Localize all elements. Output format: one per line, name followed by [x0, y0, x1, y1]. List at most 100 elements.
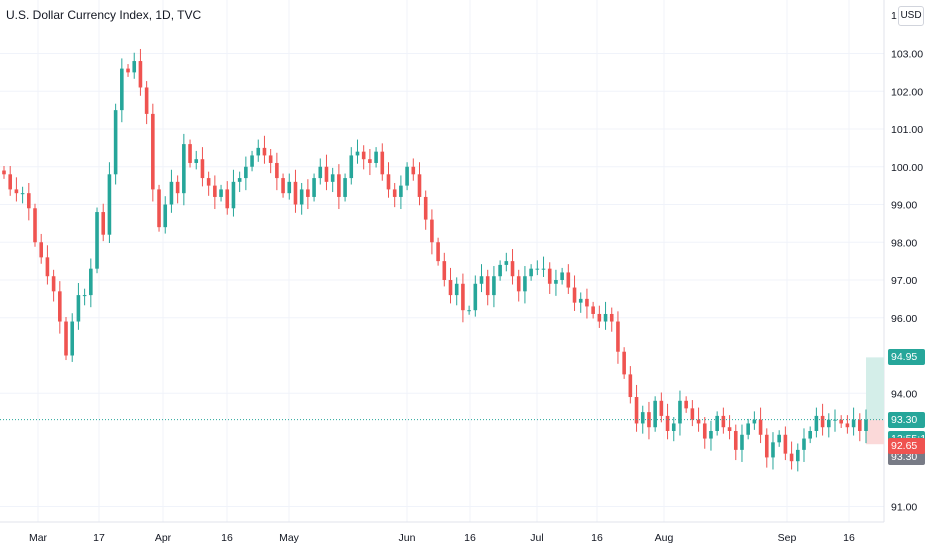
candle-body [820, 415, 825, 428]
candle-body [39, 242, 44, 258]
candle-body [454, 283, 459, 296]
candle-body [8, 174, 13, 190]
stop-price-label: 92.65 [888, 438, 925, 455]
candle-body [293, 181, 298, 205]
candle-body [14, 189, 19, 194]
y-tick-label: 97.00 [891, 275, 917, 287]
candle-body [839, 419, 843, 424]
target-price-label: 94.95 [888, 349, 925, 366]
candle-body [479, 276, 484, 284]
candle-body [200, 159, 205, 179]
y-tick-label: 102.00 [891, 86, 923, 98]
candle-body [733, 431, 738, 450]
candle-body [504, 261, 509, 265]
candle-body [275, 162, 279, 179]
candle-body [244, 166, 248, 179]
candle-body [76, 295, 81, 322]
candle-body [175, 181, 180, 194]
candle-body [789, 453, 794, 462]
candle-body [423, 196, 428, 220]
x-tick-label: Jul [530, 532, 543, 544]
candle-body [194, 159, 199, 163]
x-tick-label: 16 [843, 532, 855, 544]
candle-body [306, 189, 310, 197]
candle-body [256, 147, 261, 156]
x-tick-label: Aug [655, 532, 674, 544]
candle-body [138, 61, 143, 88]
candle-body [169, 181, 174, 205]
candle-body [299, 189, 304, 205]
x-tick-label: May [279, 532, 300, 544]
candle-body [616, 321, 620, 352]
candle-body [157, 189, 161, 228]
candle-body [324, 166, 329, 182]
x-tick-label: 16 [221, 532, 233, 544]
candle-body [27, 193, 31, 209]
candle-body [405, 166, 409, 186]
candle-body [678, 400, 682, 424]
candle-body [392, 189, 397, 197]
candle-body [126, 68, 130, 73]
currency-badge[interactable]: USD [898, 6, 924, 26]
candle-body [510, 261, 515, 277]
candle-body [671, 423, 676, 431]
candle-body [58, 291, 62, 322]
candle-body [659, 400, 664, 416]
candle-body [411, 166, 416, 175]
candle-body [206, 178, 211, 186]
candle-body [814, 415, 819, 431]
candle-body [560, 272, 564, 280]
candle-body [368, 159, 372, 163]
candle-body [777, 434, 781, 443]
candle-body [795, 449, 800, 462]
candle-body [764, 434, 769, 458]
candle-body [250, 155, 254, 167]
candle-body [2, 170, 6, 175]
candle-body [442, 261, 447, 280]
candle-body [690, 408, 695, 420]
candle-body [163, 204, 168, 228]
profit-zone [866, 357, 884, 420]
candle-body [541, 268, 546, 270]
loss-zone [866, 419, 884, 445]
candle-body [213, 185, 217, 197]
candle-body [64, 321, 68, 356]
candle-body [857, 419, 862, 431]
candle-body [566, 272, 571, 288]
y-tick-label: 98.00 [891, 237, 917, 249]
candle-body [237, 178, 242, 182]
y-tick-label: 103.00 [891, 49, 923, 61]
candle-body [634, 397, 639, 424]
candle-body [684, 400, 688, 409]
candle-body [430, 219, 434, 243]
candle-body [343, 178, 347, 197]
candle-body [361, 151, 366, 160]
candle-body [436, 242, 440, 262]
candle-body [845, 423, 850, 428]
y-tick-label: 99.00 [891, 200, 917, 212]
candle-body [349, 155, 354, 179]
candle-body [721, 415, 726, 428]
y-tick-label: 96.00 [891, 313, 917, 325]
candle-body [132, 61, 137, 73]
candle-body [120, 68, 124, 111]
candle-body [268, 155, 273, 163]
candle-body [287, 181, 292, 194]
x-tick-label: 17 [93, 532, 105, 544]
candle-body [628, 374, 633, 398]
candles [2, 48, 868, 472]
candle-body [485, 276, 490, 296]
candle-body [851, 419, 856, 428]
x-tick-label: Apr [155, 532, 172, 544]
x-tick-label: 16 [591, 532, 603, 544]
candle-body [665, 415, 670, 431]
candle-body [709, 431, 713, 439]
candle-body [101, 212, 106, 235]
candle-body [597, 313, 602, 322]
candle-body [386, 174, 391, 190]
candle-body [783, 434, 788, 454]
x-tick-label: Mar [29, 532, 48, 544]
candle-body [45, 257, 50, 277]
candle-body [355, 151, 360, 156]
